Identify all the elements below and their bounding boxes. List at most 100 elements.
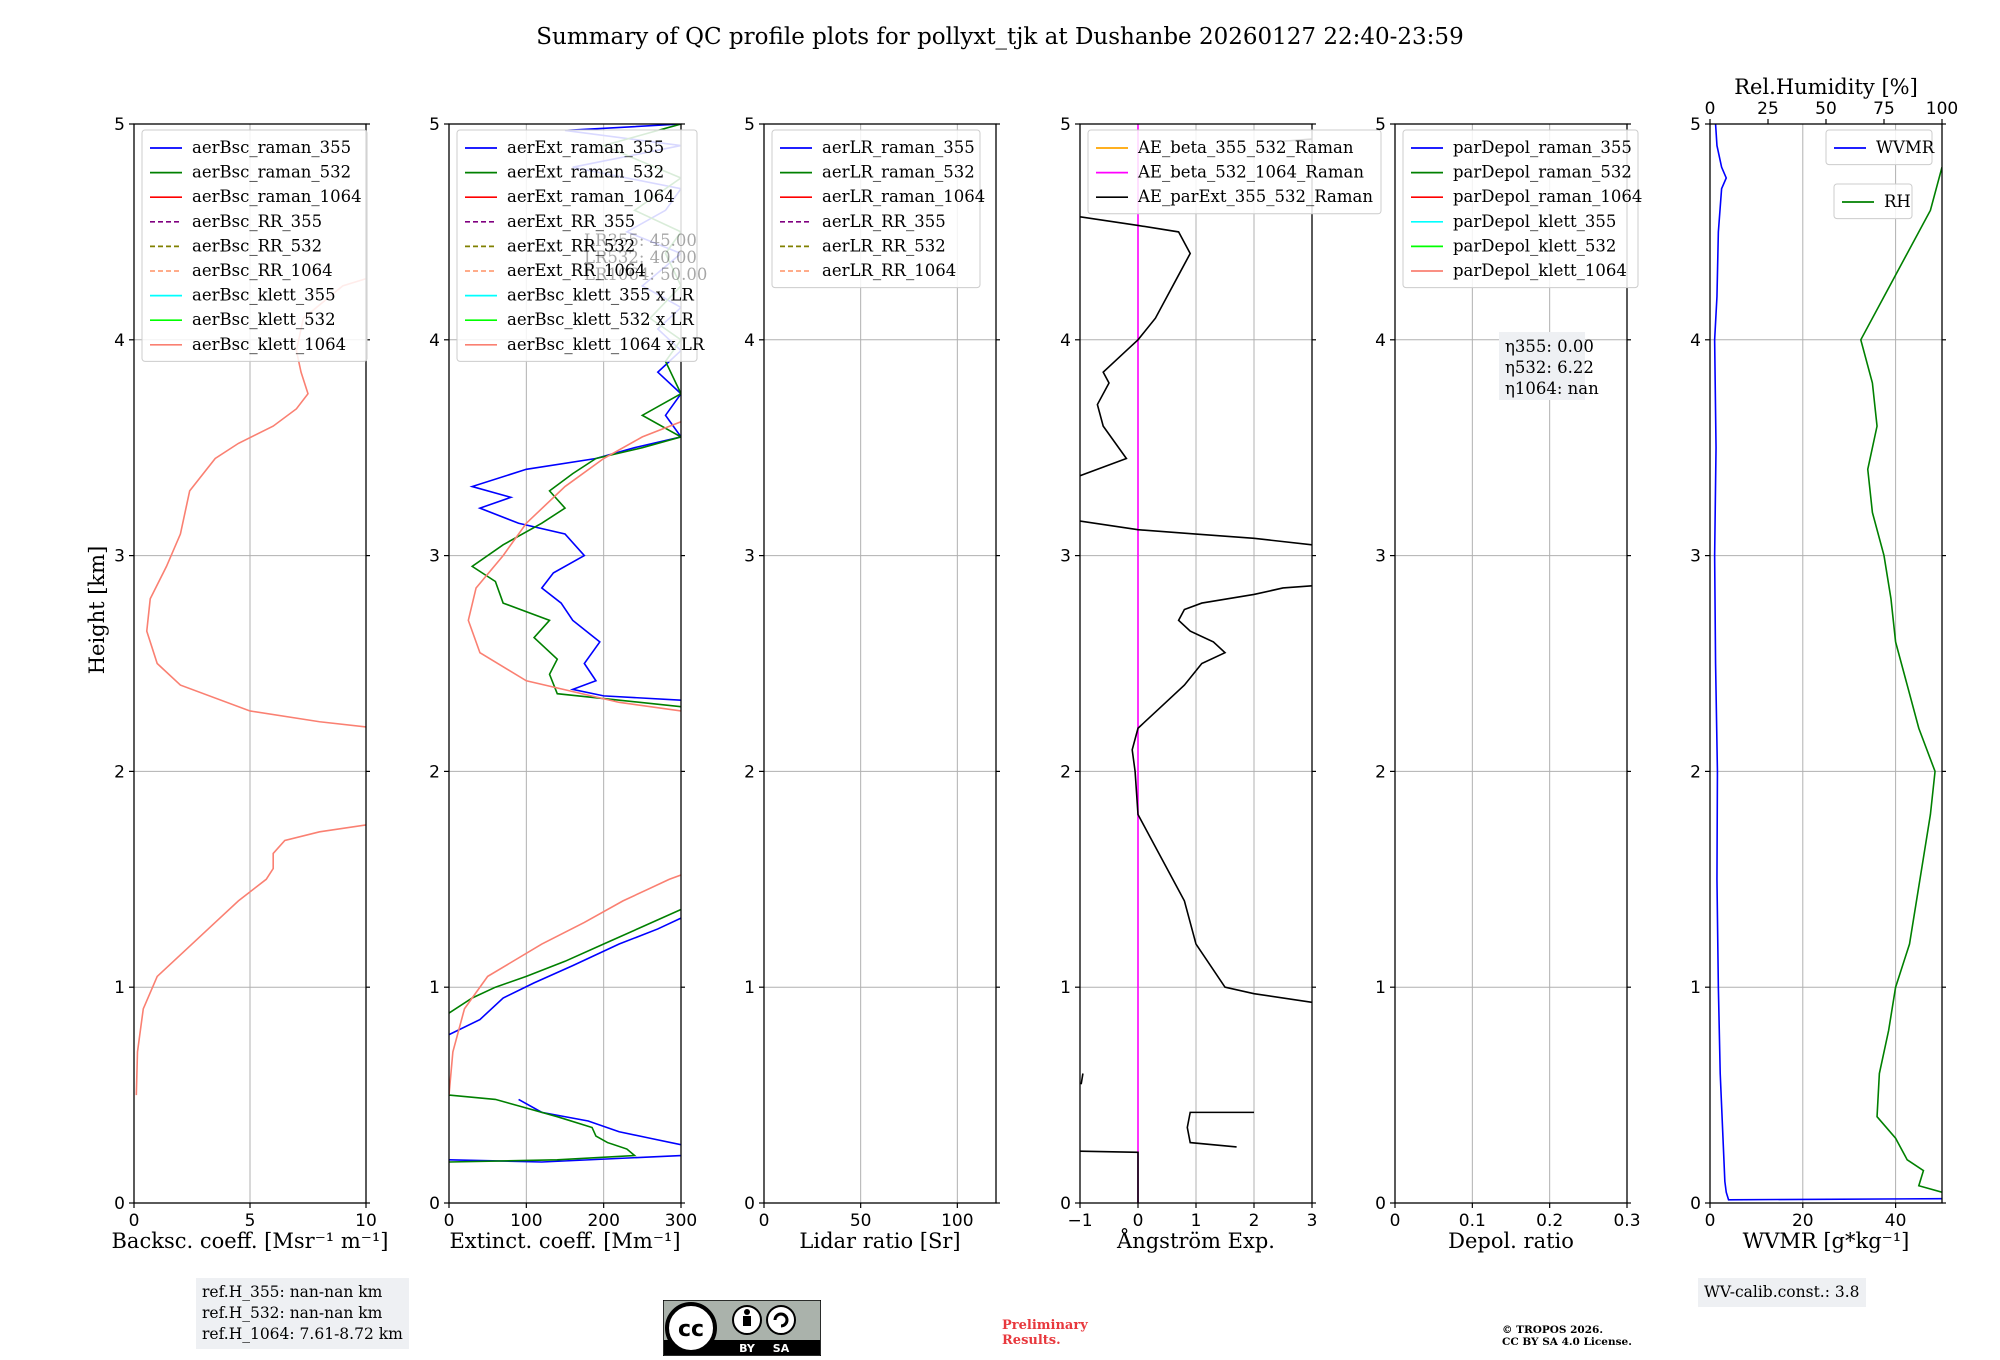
x-tick-label: 0.2 [1536, 1211, 1563, 1231]
copyright-note: © TROPOS 2026. CC BY SA 4.0 License. [1502, 1324, 1632, 1348]
y-axis-label: Height [km] [85, 546, 109, 675]
y-tick-label: 0 [1375, 1194, 1386, 1214]
series-aerExt_raman_355 [449, 1154, 681, 1163]
legend-label: aerBsc_raman_532 [192, 163, 351, 182]
panel-6: 0 20 40 0 1 2 3 4 5 WVMR [g*kg⁻¹] 0 25 50 75 100 Rel.Hu… [1690, 75, 1958, 1253]
x-tick-label: 20 [1792, 1211, 1814, 1231]
top-axis-label: Rel.Humidity [%] [1734, 75, 1918, 99]
x-tick-label: 40 [1885, 1211, 1907, 1231]
copyright-line-2: CC BY SA 4.0 License. [1502, 1336, 1632, 1348]
svg-text:cc: cc [678, 1317, 704, 1342]
y-tick-label: 5 [1060, 115, 1071, 135]
y-tick-label: 1 [1690, 978, 1701, 998]
x-tick-label: 0 [1390, 1211, 1401, 1231]
x-axis-label: WVMR [g*kg⁻¹] [1743, 1229, 1910, 1253]
y-tick-label: 1 [429, 978, 440, 998]
wv-calib-box: WV-calib.const.: 3.8 [1698, 1278, 1866, 1307]
y-tick-label: 0 [1690, 1194, 1701, 1214]
y-tick-label: 4 [429, 331, 440, 351]
series-AE_parExt_355_532_Raman [1186, 1111, 1254, 1148]
top-tick-label: 50 [1815, 99, 1837, 119]
y-tick-label: 0 [1060, 1194, 1071, 1214]
x-tick-label: 1 [1191, 1211, 1202, 1231]
legend-label: parDepol_klett_532 [1453, 236, 1616, 255]
axes-frame [1709, 123, 1943, 1204]
y-tick-label: 3 [744, 547, 755, 567]
legend-label: aerExt_RR_1064 [507, 261, 646, 280]
x-axis-label: Depol. ratio [1448, 1229, 1574, 1253]
legend-wvmr: WVMR [1825, 129, 1935, 166]
y-tick-label: 2 [744, 762, 755, 782]
axes-frame [448, 123, 682, 1204]
y-tick-label: 4 [1060, 331, 1071, 351]
legend-label: parDepol_klett_355 [1453, 212, 1616, 231]
x-tick-label: 2 [1249, 1211, 1260, 1231]
legend: aerExt_raman_355 aerExt_raman_532 aerExt_r… [456, 129, 705, 362]
eta-label: η532: 6.22 [1505, 358, 1594, 377]
legend-label: aerBsc_klett_355 x LR [507, 286, 694, 305]
x-tick-label: −1 [1067, 1211, 1092, 1231]
copyright-line-1: © TROPOS 2026. [1502, 1324, 1604, 1336]
y-tick-label: 0 [429, 1194, 440, 1214]
legend-frame [141, 129, 368, 362]
panel-3: 0 50 100 0 1 2 3 4 5 Lidar ratio [Sr] aerLR_raman_… [744, 115, 1000, 1253]
y-tick-label: 0 [744, 1194, 755, 1214]
legend-label: aerLR_raman_355 [822, 138, 975, 157]
y-tick-label: 2 [114, 762, 125, 782]
series-AE_parExt_355_532_Raman [1080, 1150, 1139, 1203]
legend-label: aerExt_RR_532 [507, 236, 635, 255]
legend-label: aerLR_raman_1064 [822, 187, 985, 206]
wv-calib-text: WV-calib.const.: 3.8 [1704, 1283, 1860, 1301]
legend-label: WVMR [1876, 138, 1935, 157]
legend-label: aerBsc_raman_355 [192, 138, 351, 157]
legend: parDepol_raman_355 parDepol_raman_532 parD… [1402, 129, 1642, 289]
series-AE_parExt_355_532_Raman [1131, 585, 1312, 1004]
x-tick-label: 0.3 [1613, 1211, 1640, 1231]
preliminary-line-2: Results. [1002, 1333, 1061, 1348]
rh-line [1859, 166, 1942, 1193]
y-tick-label: 1 [1375, 978, 1386, 998]
x-tick-label: 0 [129, 1211, 140, 1231]
eta-label: η355: 0.00 [1505, 337, 1594, 356]
x-axis-label: Backsc. coeff. [Msr⁻¹ m⁻¹] [112, 1229, 389, 1253]
eta-box-bg [1499, 332, 1585, 400]
panel-2: 0 100 200 300 0 1 2 3 4 5 Extinct. coeff. [Mm⁻¹] ae… [429, 115, 707, 1253]
series-aerBsc_klett_1064 [135, 824, 366, 1096]
y-tick-label: 4 [744, 331, 755, 351]
y-tick-label: 5 [114, 115, 125, 135]
top-tick-label: 75 [1873, 99, 1895, 119]
series-aerBsc_klett_1064 x LR [467, 421, 681, 712]
cc-sa-label: SA [773, 1342, 790, 1355]
x-tick-label: 5 [245, 1211, 256, 1231]
figure-title: Summary of QC profile plots for pollyxt_… [536, 24, 1463, 50]
sa-icon [766, 1305, 796, 1335]
legend-label: AE_beta_355_532_Raman [1137, 138, 1354, 157]
cc-by-sa-badge: cc BY SA [663, 1300, 821, 1356]
legend-label: AE_beta_532_1064_Raman [1137, 163, 1364, 182]
legend-label: aerBsc_klett_1064 [192, 335, 346, 354]
legend-label: parDepol_klett_1064 [1453, 261, 1627, 280]
y-tick-label: 3 [1375, 547, 1386, 567]
x-axis-label: Lidar ratio [Sr] [799, 1229, 960, 1253]
preliminary-note: Preliminary Results. [1002, 1318, 1088, 1348]
cc-by-label: BY [739, 1342, 756, 1355]
legend-label: RH [1884, 192, 1911, 211]
series-aerBsc_klett_1064 x LR [449, 874, 681, 1096]
x-axis-label: Ångström Exp. [1116, 1228, 1275, 1253]
y-tick-label: 4 [114, 331, 125, 351]
x-tick-label: 300 [665, 1211, 697, 1231]
cc-icon [665, 1302, 717, 1354]
refh-box: ref.H_355: nan-nan km ref.H_532: nan-nan… [196, 1278, 409, 1349]
legend-label: aerBsc_klett_355 [192, 286, 336, 305]
y-tick-label: 2 [429, 762, 440, 782]
legend-label: aerExt_raman_355 [507, 138, 664, 157]
refh-1064: ref.H_1064: 7.61-8.72 km [202, 1325, 403, 1343]
lidar-ratio-label: LR1064: 50.00 [584, 265, 707, 284]
x-tick-label: 0.1 [1459, 1211, 1486, 1231]
legend-label: aerBsc_klett_1064 x LR [507, 335, 705, 354]
y-tick-label: 0 [114, 1194, 125, 1214]
panel-5: 0 0.1 0.2 0.3 0 1 2 3 4 5 Depol. ratio parDepol_ram… [1375, 115, 1642, 1253]
legend-label: aerLR_RR_355 [822, 212, 946, 231]
